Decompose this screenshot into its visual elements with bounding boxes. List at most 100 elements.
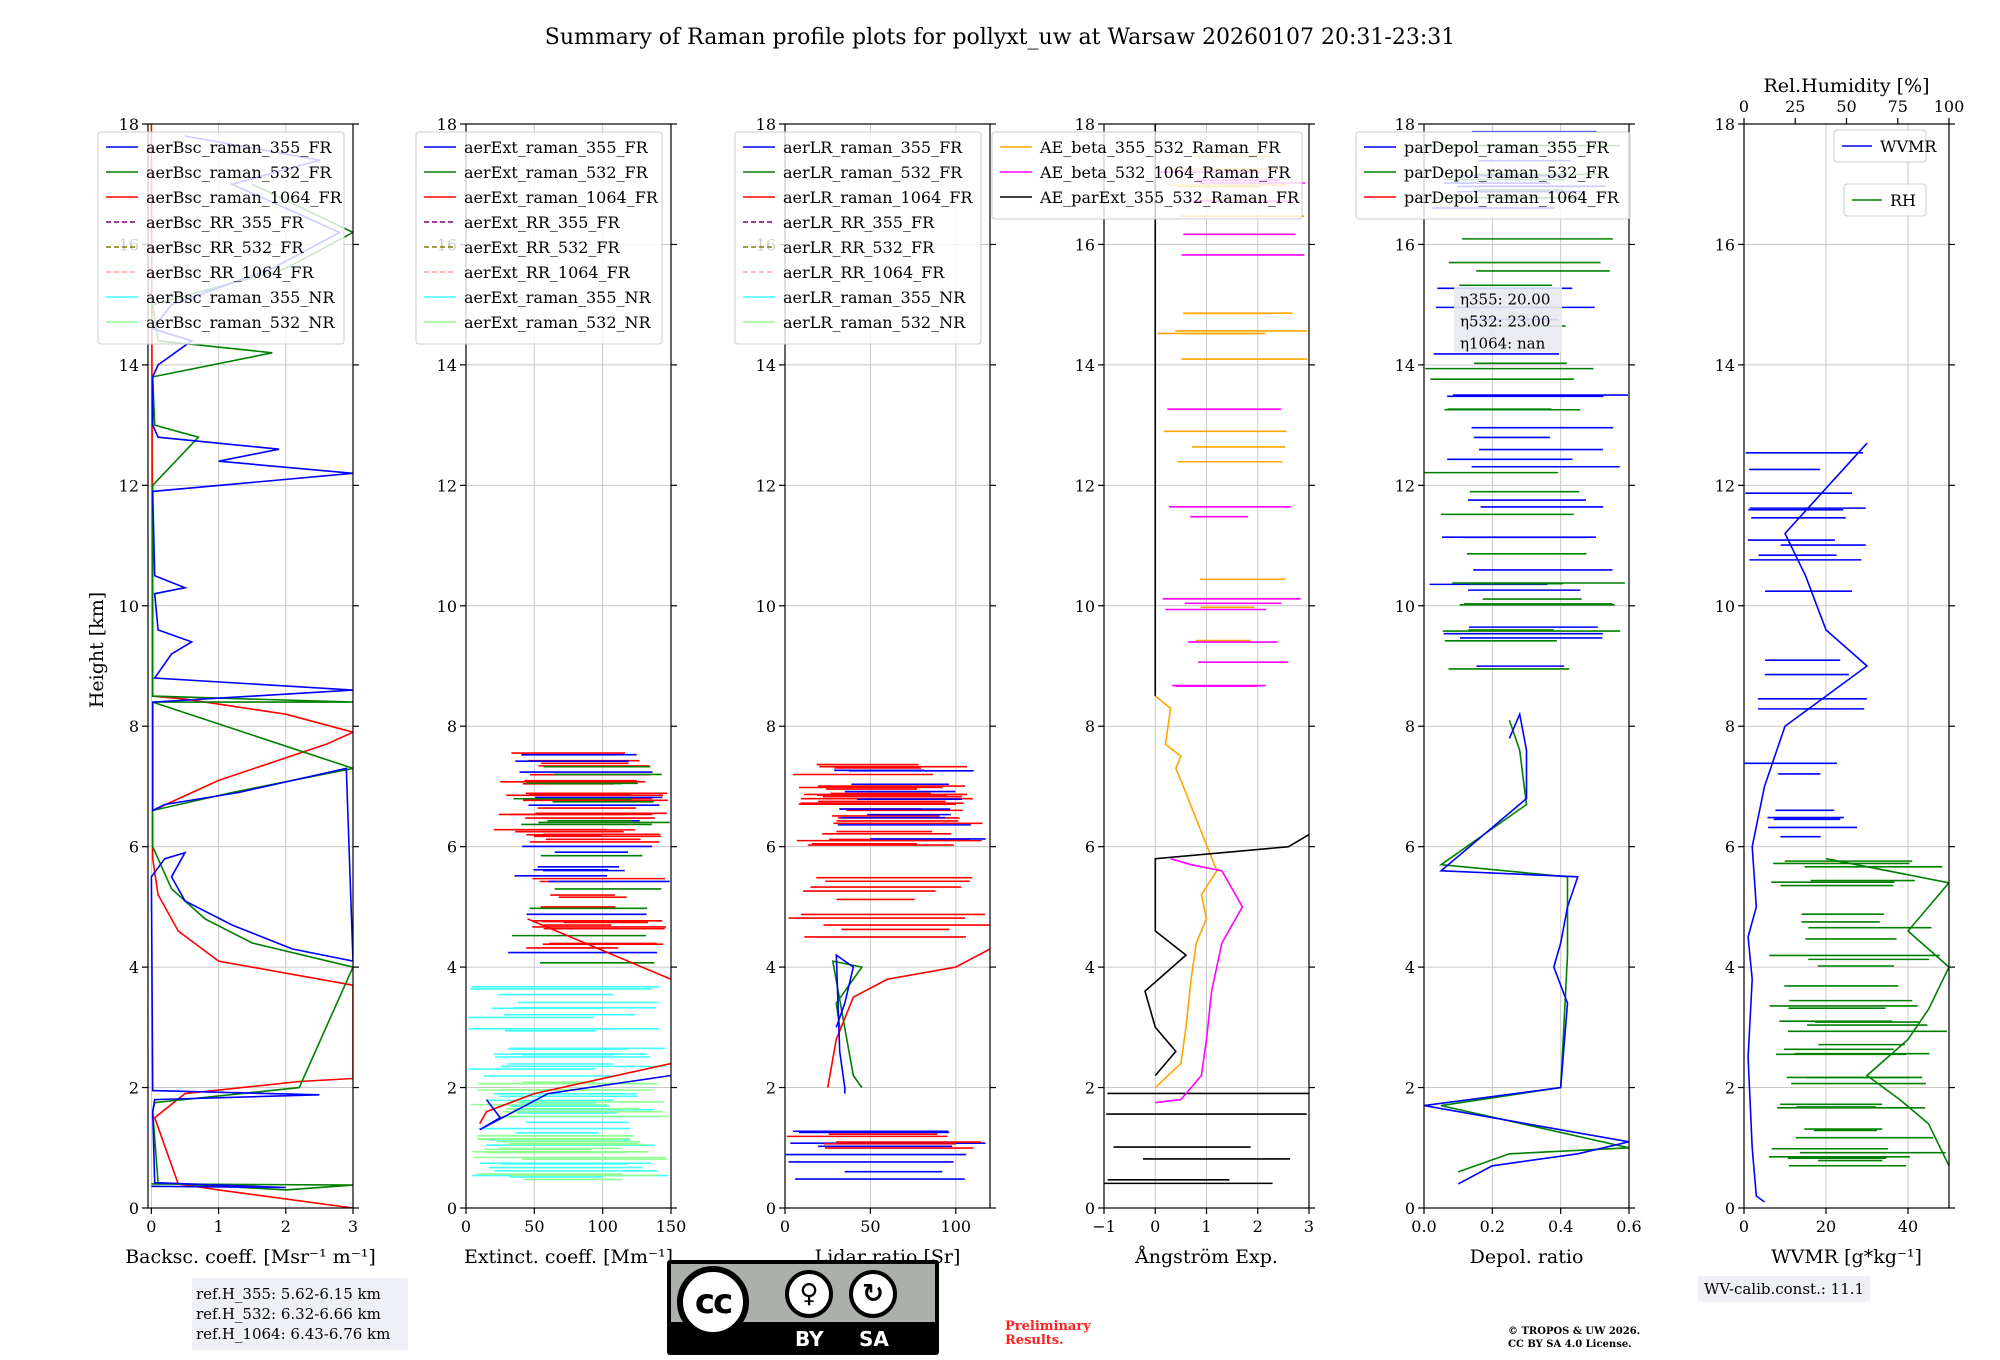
reference-height-box: ref.H_355: 5.62-6.15 km ref.H_532: 6.32-… <box>192 1278 408 1350</box>
y-tick-label: 4 <box>1725 958 1735 977</box>
legend-label: AE_beta_532_1064_Raman_FR <box>1039 163 1291 182</box>
legend-label: aerBsc_RR_532_FR <box>146 238 304 257</box>
y-tick-label: 0 <box>1725 1199 1735 1218</box>
y-tick-label: 0 <box>1405 1199 1415 1218</box>
height-axis-label: Height [km] <box>86 592 108 708</box>
y-tick-label: 0 <box>1085 1199 1095 1218</box>
panel-1: 0246810121416180123Backsc. coeff. [Msr⁻¹… <box>97 115 376 1268</box>
legend-label: aerLR_raman_355_FR <box>783 138 963 157</box>
y-tick-label: 4 <box>1405 958 1415 977</box>
legend-box <box>734 131 982 345</box>
x-tick-label: 0.6 <box>1616 1217 1641 1236</box>
x-tick-label: −1 <box>1092 1217 1116 1236</box>
x-axis-label: Extinct. coeff. [Mm⁻¹] <box>464 1246 673 1268</box>
y-tick-label: 12 <box>119 476 139 495</box>
series-line-lr-1064 <box>826 948 990 1088</box>
x-tick-label: 50 <box>860 1217 880 1236</box>
x-tick-label: 0 <box>780 1217 790 1236</box>
ref-h-1064: ref.H_1064: 6.43-6.76 km <box>196 1325 391 1343</box>
legend-label: aerLR_raman_532_FR <box>783 163 963 182</box>
ref-h-355: ref.H_355: 5.62-6.15 km <box>196 1285 381 1303</box>
y-tick-label: 6 <box>1725 838 1735 857</box>
y-tick-label: 8 <box>766 717 776 736</box>
legend-label: aerExt_RR_1064_FR <box>464 263 631 282</box>
legend-label: parDepol_raman_532_FR <box>1404 163 1610 182</box>
x-tick-label: 0 <box>1739 1217 1749 1236</box>
legend-box <box>1843 183 1927 217</box>
y-tick-label: 18 <box>1075 115 1095 134</box>
plot-area-6 <box>1744 124 1949 1208</box>
y-tick-label: 12 <box>1075 476 1095 495</box>
x-tick-label: 100 <box>587 1217 618 1236</box>
y-tick-label: 6 <box>1405 838 1415 857</box>
by-person-icon: ♀ <box>785 1270 833 1318</box>
axes-frame <box>147 123 354 1209</box>
series-line-depol-355 <box>1424 711 1629 1185</box>
eta-annotation: η355: 20.00 η532: 23.00 η1064: nan <box>1454 286 1562 353</box>
y-tick-label: 8 <box>447 717 457 736</box>
y-tick-label: 10 <box>1075 597 1095 616</box>
x-tick-label: 150 <box>656 1217 687 1236</box>
eta-label: η532: 23.00 <box>1460 313 1550 331</box>
series-line-bsc-1064 <box>150 124 353 1208</box>
y-tick-label: 18 <box>756 115 776 134</box>
axes-frame <box>465 123 672 1209</box>
legend-label: aerLR_raman_532_NR <box>783 313 966 332</box>
legend-label: aerExt_RR_355_FR <box>464 213 621 232</box>
y-tick-label: 18 <box>1715 115 1735 134</box>
legend-label: aerLR_RR_355_FR <box>783 213 935 232</box>
y-tick-label: 10 <box>756 597 776 616</box>
y-tick-label: 2 <box>447 1079 457 1098</box>
legend: parDepol_raman_355_FR parDepol_raman_532_… <box>1355 131 1631 220</box>
y-tick-label: 14 <box>119 356 139 375</box>
axes-frame <box>784 123 991 1209</box>
y-tick-label: 14 <box>437 356 457 375</box>
copyright-note: © TROPOS & UW 2026. CC BY SA 4.0 License. <box>1508 1326 1641 1350</box>
y-tick-label: 0 <box>129 1199 139 1218</box>
legend-label: aerExt_raman_1064_FR <box>464 188 659 207</box>
figure-title: Summary of Raman profile plots for polly… <box>545 25 1455 50</box>
y-tick-label: 18 <box>119 115 139 134</box>
sa-share-icon: ↻ <box>849 1270 897 1318</box>
legend-label: AE_beta_355_532_Raman_FR <box>1039 138 1281 157</box>
y-tick-label: 2 <box>1405 1079 1415 1098</box>
legend: aerLR_raman_355_FR aerLR_raman_532_FR aerL… <box>734 131 982 345</box>
series-line-ae-parext <box>1144 833 1309 1077</box>
y-tick-label: 12 <box>1715 476 1735 495</box>
cc-by-sa-logo: cc ♀ ↻ BY SA <box>667 1260 939 1355</box>
y-tick-label: 4 <box>766 958 776 977</box>
y-tick-label: 12 <box>1395 476 1415 495</box>
eta-box <box>1454 286 1562 353</box>
x-axis-label: WVMR [g*kg⁻¹] <box>1771 1246 1922 1268</box>
y-tick-label: 8 <box>129 717 139 736</box>
y-tick-label: 4 <box>447 958 457 977</box>
x-tick-label: 0 <box>461 1217 471 1236</box>
y-tick-label: 10 <box>1395 597 1415 616</box>
legend-label: aerBsc_raman_532_NR <box>146 313 335 332</box>
y-tick-label: 12 <box>437 476 457 495</box>
cc-icon: cc <box>677 1266 749 1338</box>
legend-box <box>1355 131 1631 220</box>
legend-box <box>415 131 663 345</box>
x-tick-label: 100 <box>941 1217 972 1236</box>
y-tick-label: 14 <box>1395 356 1415 375</box>
series-line-depol-532 <box>1438 719 1629 1173</box>
y-tick-label: 4 <box>1085 958 1095 977</box>
legend: WVMR RH <box>1833 129 1937 217</box>
y-tick-label: 6 <box>766 838 776 857</box>
y-tick-label: 0 <box>447 1199 457 1218</box>
x-tick-label: 0 <box>1150 1217 1160 1236</box>
series-line-ae-beta-532-1064 <box>1155 857 1244 1104</box>
legend-label: aerBsc_raman_1064_FR <box>146 188 343 207</box>
top-axis-label: Rel.Humidity [%] <box>1763 75 1929 97</box>
y-tick-label: 14 <box>756 356 776 375</box>
y-tick-label: 16 <box>1075 235 1095 254</box>
y-tick-label: 10 <box>1715 597 1735 616</box>
x-axis-label: Backsc. coeff. [Msr⁻¹ m⁻¹] <box>125 1246 376 1268</box>
y-tick-label: 18 <box>437 115 457 134</box>
legend-label: AE_parExt_355_532_Raman_FR <box>1039 188 1300 207</box>
x-tick-label: 0.0 <box>1411 1217 1436 1236</box>
